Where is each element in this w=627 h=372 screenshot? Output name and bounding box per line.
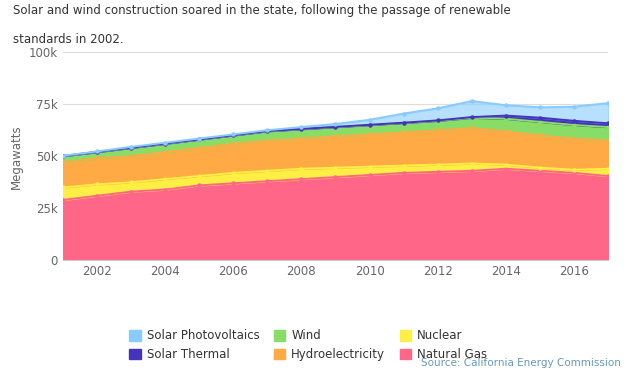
Text: Solar and wind construction soared in the state, following the passage of renewa: Solar and wind construction soared in th…	[13, 4, 510, 17]
Y-axis label: Megawatts: Megawatts	[10, 124, 23, 189]
Legend: Solar Photovoltaics, Solar Thermal, Wind, Hydroelectricity, Nuclear, Natural Gas: Solar Photovoltaics, Solar Thermal, Wind…	[124, 325, 492, 366]
Text: Source: California Energy Commission: Source: California Energy Commission	[421, 358, 621, 368]
Text: standards in 2002.: standards in 2002.	[13, 33, 123, 46]
